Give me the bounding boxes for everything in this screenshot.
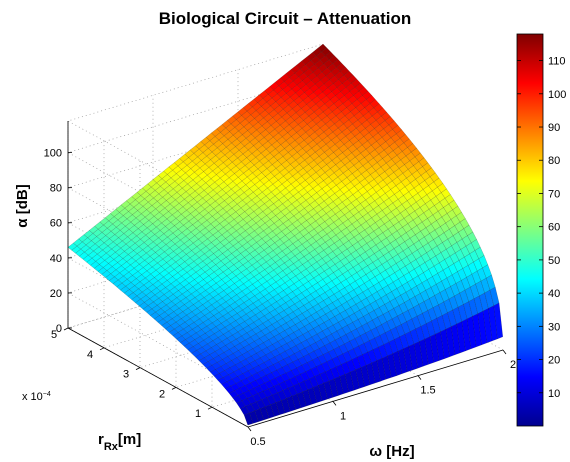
x-tick-label: 2: [510, 359, 516, 371]
colorbar: [516, 33, 544, 427]
z-tick-label: 100: [44, 148, 62, 160]
z-tick-labels: 0 20 40 60 80 100: [44, 148, 72, 335]
axes-frame: [67, 121, 504, 428]
x-tick-label: 1.5: [420, 385, 435, 397]
y-axis-label: rRx[m]: [98, 431, 141, 453]
y-axis-exponent-power: −4: [43, 391, 51, 398]
y-tick-label: 3: [123, 369, 129, 381]
y-tick-label: 1: [195, 408, 201, 420]
colorbar-tick-label: 50: [548, 255, 560, 267]
colorbar-tick-label: 80: [548, 155, 560, 167]
colorbar-tick-label: 90: [548, 122, 560, 134]
colorbar-tick-label: 10: [548, 388, 560, 400]
chart-title: Biological Circuit – Attenuation: [159, 9, 412, 28]
colorbar-tick-label: 110: [548, 56, 566, 68]
y-axis-exponent-base: x 10: [22, 391, 43, 403]
surface-plot: [67, 43, 503, 426]
y-axis-label-unit: [m]: [118, 431, 141, 448]
colorbar-tick-label: 60: [548, 222, 560, 234]
colorbar-tick-label: 30: [548, 321, 560, 333]
y-tick-label: 5: [51, 329, 57, 341]
z-tick-label: 80: [50, 183, 62, 195]
x-tick-label: 0.5: [250, 436, 265, 448]
x-tick-labels: 0.5 1 1.5 2: [247, 349, 516, 448]
y-tick-label: 4: [87, 349, 93, 361]
colorbar-tick-label: 20: [548, 355, 560, 367]
surface-patch: [493, 302, 503, 340]
z-axis-label: α [dB]: [14, 184, 31, 227]
z-tick-label: 40: [50, 253, 62, 265]
z-tick-label: 20: [50, 288, 62, 300]
y-axis-exponent: x 10−4: [22, 391, 51, 403]
colorbar-ticks: 10 20 30 40 50 60 70 80 90 100 110: [517, 56, 566, 400]
colorbar-tick-label: 100: [548, 89, 566, 101]
colorbar-tick-label: 70: [548, 188, 560, 200]
y-tick-labels: 1 2 3 4 5: [51, 327, 213, 420]
y-axis-label-main: r: [98, 431, 104, 448]
y-tick-label: 2: [159, 388, 165, 400]
x-axis-label: ω [Hz]: [369, 443, 414, 460]
z-tick-label: 0: [56, 323, 62, 335]
colorbar-tick-label: 40: [548, 288, 560, 300]
x-tick-label: 1: [340, 410, 346, 422]
y-axis-label-sub: Rx: [104, 441, 119, 453]
z-tick-label: 60: [50, 218, 62, 230]
